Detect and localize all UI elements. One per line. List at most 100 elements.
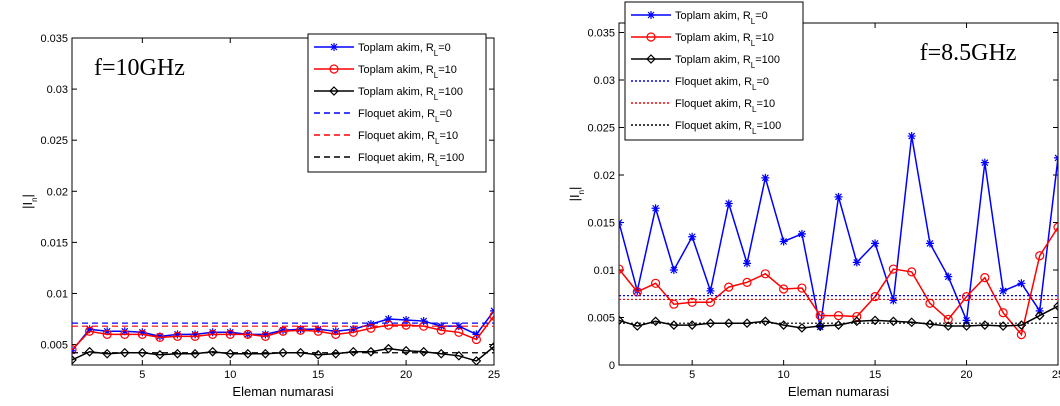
marker xyxy=(119,347,130,358)
marker xyxy=(278,347,288,358)
marker xyxy=(313,349,324,360)
y-tick-label: 0 xyxy=(609,360,615,372)
y-tick-label: 0.035 xyxy=(587,28,615,40)
marker xyxy=(225,329,235,339)
marker xyxy=(724,282,734,292)
marker xyxy=(760,269,770,279)
marker xyxy=(742,277,752,287)
legend-label: Floquet akim, RL=10 xyxy=(675,98,775,114)
marker xyxy=(138,328,147,337)
legend-box xyxy=(307,33,487,173)
marker xyxy=(314,325,323,334)
marker xyxy=(329,64,339,74)
marker xyxy=(383,343,394,354)
marker xyxy=(944,272,953,281)
marker xyxy=(454,327,464,337)
legend-label: Toplam akim, RL=0 xyxy=(675,10,768,26)
series-line xyxy=(619,226,1058,337)
legend-label: Toplam akim, RL=100 xyxy=(675,54,780,70)
x-tick-label: 5 xyxy=(689,369,695,381)
legend-box xyxy=(624,1,804,141)
marker xyxy=(998,321,1008,331)
marker xyxy=(348,346,359,357)
marker xyxy=(1016,330,1027,340)
marker xyxy=(619,264,624,274)
marker xyxy=(155,332,165,343)
legend-label: Floquet akim, RL=100 xyxy=(358,152,464,168)
marker xyxy=(870,292,880,302)
marker xyxy=(137,329,147,339)
marker xyxy=(851,316,862,327)
marker xyxy=(84,326,95,336)
marker xyxy=(998,308,1008,318)
marker xyxy=(705,297,716,307)
marker xyxy=(760,316,771,327)
marker xyxy=(961,321,972,331)
marker xyxy=(650,316,661,327)
marker xyxy=(833,311,844,321)
y-tick-label: 0.015 xyxy=(587,218,615,230)
marker xyxy=(907,132,916,141)
marker xyxy=(402,316,411,325)
marker xyxy=(418,346,429,357)
x-tick-label: 10 xyxy=(778,369,790,381)
marker xyxy=(619,315,624,326)
y-axis-label: |In| xyxy=(567,187,586,202)
marker xyxy=(925,298,935,308)
marker xyxy=(651,204,660,213)
marker xyxy=(1053,222,1058,232)
marker xyxy=(961,292,972,302)
y-tick-label: 0.015 xyxy=(40,237,68,249)
marker xyxy=(646,32,656,42)
marker xyxy=(688,232,697,241)
y-axis-label: |In| xyxy=(20,194,39,209)
x-tick-label: 20 xyxy=(960,369,972,381)
x-tick-label: 25 xyxy=(488,369,500,381)
marker xyxy=(743,259,752,268)
x-tick-label: 15 xyxy=(869,369,881,381)
marker xyxy=(834,192,843,201)
marker xyxy=(962,316,971,325)
marker xyxy=(943,321,954,331)
marker xyxy=(646,54,656,64)
marker xyxy=(815,311,825,321)
marker xyxy=(384,315,393,324)
marker xyxy=(103,327,112,336)
marker xyxy=(120,327,129,336)
marker xyxy=(296,325,305,334)
marker xyxy=(632,321,643,331)
marker xyxy=(779,237,788,246)
x-tick-label: 20 xyxy=(400,369,412,381)
marker xyxy=(278,326,288,336)
marker xyxy=(906,317,917,328)
x-axis-label: Eleman numarasi xyxy=(232,384,333,399)
marker xyxy=(489,311,494,321)
marker xyxy=(471,334,482,345)
chart-title: f=10GHz xyxy=(94,55,185,81)
marker xyxy=(173,330,182,339)
marker xyxy=(687,297,697,307)
marker xyxy=(907,267,917,277)
x-tick-label: 10 xyxy=(224,369,236,381)
marker xyxy=(349,325,358,334)
chart: 5 10 15 20 25 0.005 0.01 0.015 0.02 0.025 0.03 0.03… xyxy=(20,33,500,399)
marker xyxy=(366,323,376,333)
legend-label: Toplam akim, RL=10 xyxy=(675,32,774,48)
chart: 5 10 15 20 25 0 0.005 0.01 0.015 0.02 0.025 0.03 0.0… xyxy=(567,1,1060,399)
marker xyxy=(650,278,661,288)
legend-label: Toplam akim, RL=100 xyxy=(358,86,463,102)
marker xyxy=(295,347,306,358)
y-tick-label: 0.01 xyxy=(594,265,615,277)
marker xyxy=(797,229,806,238)
marker xyxy=(348,327,358,337)
marker xyxy=(1034,310,1045,321)
y-tick-label: 0.03 xyxy=(47,84,68,96)
marker xyxy=(815,321,826,331)
marker xyxy=(155,349,165,360)
series-line xyxy=(619,305,1058,329)
marker xyxy=(295,325,306,335)
marker xyxy=(980,273,990,283)
marker xyxy=(72,355,77,365)
marker xyxy=(669,266,678,274)
